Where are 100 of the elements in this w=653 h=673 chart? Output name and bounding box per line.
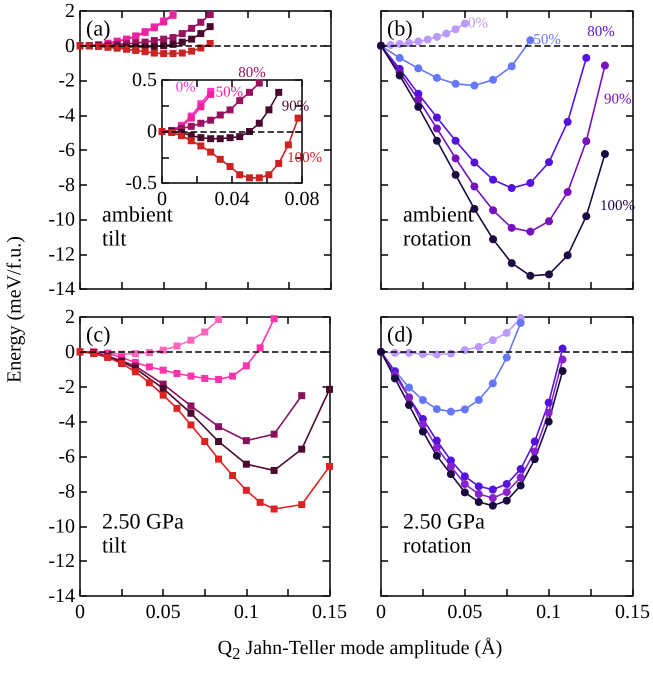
y-tick-label: 0.5: [132, 69, 157, 91]
point: [516, 318, 525, 327]
point: [418, 420, 427, 428]
point: [160, 392, 167, 399]
point: [582, 137, 590, 146]
point: [432, 444, 441, 452]
point: [432, 32, 441, 41]
point: [460, 405, 469, 414]
point: [414, 102, 422, 111]
point: [516, 481, 525, 490]
point: [246, 88, 253, 96]
point: [544, 418, 553, 426]
point: [502, 496, 511, 505]
point: [582, 54, 590, 62]
point: [187, 421, 194, 428]
point: [197, 142, 204, 150]
point: [446, 408, 455, 416]
point: [215, 438, 222, 446]
point: [207, 116, 214, 124]
point: [530, 438, 539, 446]
y-tick-label: -4: [58, 410, 75, 433]
point: [173, 370, 180, 377]
point: [197, 30, 204, 38]
point: [405, 401, 413, 410]
point: [488, 336, 497, 344]
point: [460, 488, 469, 496]
y-tick-label: -8: [58, 480, 75, 502]
x-axis-title: Q$_{2}$ Jahn-Teller mode amplitude (Å): [216, 637, 504, 664]
point: [405, 383, 413, 392]
point: [558, 344, 567, 353]
x-tick-label: 0.05: [447, 601, 482, 623]
point: [236, 97, 244, 104]
point: [488, 486, 497, 494]
y-tick-label: 0: [147, 120, 157, 142]
point: [160, 384, 167, 392]
point: [215, 456, 222, 463]
x-tick-label: 0.15: [312, 601, 347, 623]
point: [242, 460, 250, 468]
point: [452, 80, 460, 88]
point: [256, 344, 264, 352]
point: [489, 176, 498, 184]
point: [470, 182, 478, 190]
point: [150, 50, 158, 57]
point: [178, 50, 186, 57]
point: [564, 118, 572, 126]
point: [197, 134, 204, 142]
annotation: ambient: [403, 202, 474, 226]
point: [432, 452, 441, 460]
y-tick-label: -14: [48, 278, 75, 300]
annotation: (d): [387, 322, 413, 346]
annotation: 2.50 GPa: [102, 508, 184, 534]
point: [188, 122, 195, 130]
annotation: (c): [86, 322, 110, 346]
point: [187, 336, 194, 344]
point: [256, 174, 263, 182]
y-tick-label: 2: [65, 0, 75, 22]
point: [460, 480, 469, 488]
point: [178, 30, 186, 38]
point: [582, 212, 590, 220]
point: [187, 410, 194, 417]
point: [201, 438, 208, 446]
point: [452, 170, 460, 179]
y-tick-label: -14: [48, 585, 75, 607]
point: [564, 188, 572, 196]
point: [418, 428, 427, 436]
point: [160, 366, 167, 374]
point: [452, 154, 460, 162]
series-label: 50%: [216, 84, 244, 100]
point: [226, 163, 234, 170]
point: [432, 114, 441, 122]
point: [502, 353, 511, 362]
point: [298, 501, 306, 508]
point: [207, 148, 214, 156]
point: [142, 48, 149, 56]
point: [206, 10, 214, 18]
point: [326, 386, 333, 393]
series-label: 80%: [238, 65, 266, 82]
point: [461, 20, 469, 28]
y-tick-label: -6: [58, 139, 75, 161]
point: [396, 54, 404, 62]
point: [474, 342, 483, 351]
y-tick-label: -10: [48, 208, 75, 230]
x-tick-label: 0.04: [214, 188, 250, 210]
point: [298, 392, 306, 400]
point: [188, 36, 196, 43]
point: [256, 80, 263, 87]
point: [265, 106, 272, 114]
point: [446, 462, 455, 470]
point: [526, 272, 534, 280]
point: [294, 114, 302, 122]
point: [488, 379, 497, 388]
annotation: tilt: [102, 226, 126, 250]
point: [270, 430, 278, 438]
point: [187, 372, 194, 380]
point: [488, 494, 497, 502]
point: [474, 482, 483, 490]
point: [489, 76, 498, 84]
y-tick-label: 2: [65, 306, 75, 328]
y-tick-label: -2: [58, 376, 75, 398]
point: [256, 498, 264, 506]
